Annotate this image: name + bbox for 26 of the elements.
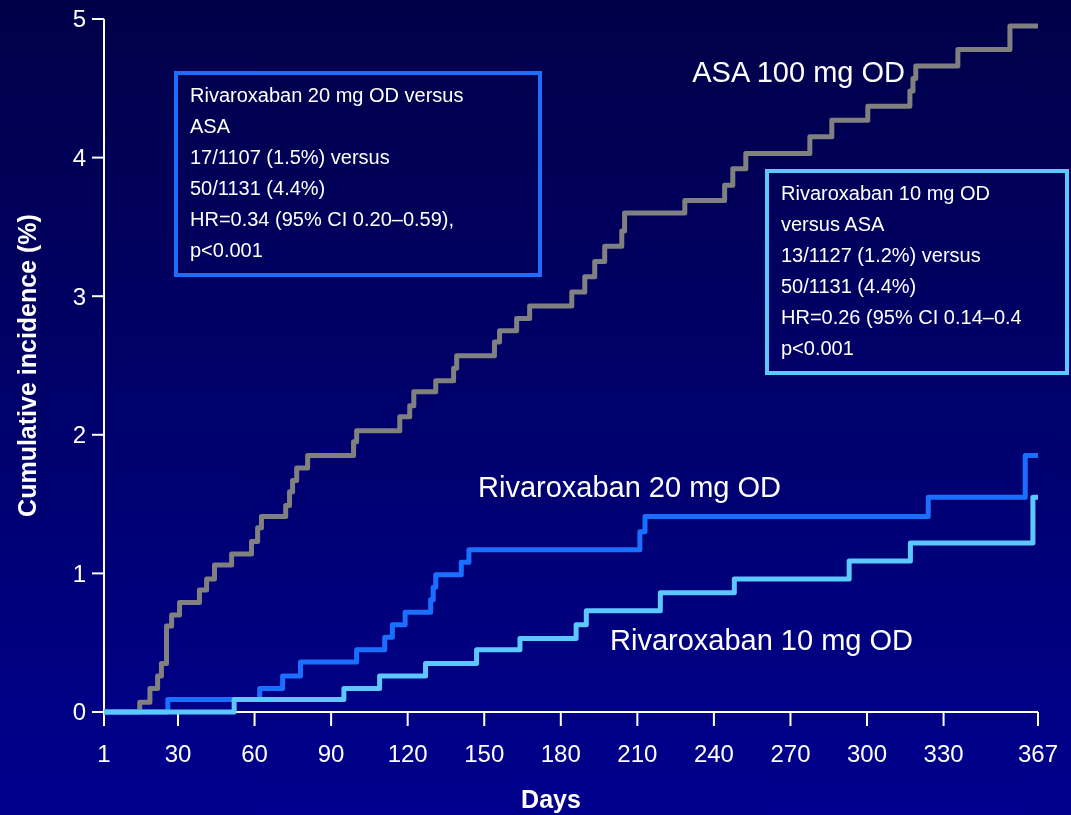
x-tick-label: 330 (923, 740, 964, 767)
x-axis-title: Days (521, 785, 581, 813)
x-tick-label: 300 (847, 740, 888, 767)
y-tick-label: 2 (72, 421, 86, 449)
y-tick-label: 3 (72, 282, 86, 310)
x-tick-label: 150 (464, 740, 505, 767)
x-tick-label: 270 (770, 740, 811, 767)
y-tick-label: 1 (72, 559, 86, 587)
x-tick-label: 1 (97, 740, 111, 767)
x-tick-label: 90 (317, 740, 345, 767)
x-tick-label: 30 (164, 740, 192, 767)
y-tick-label: 5 (72, 5, 86, 33)
x-tick-label: 210 (617, 740, 658, 767)
y-tick-label: 4 (72, 144, 86, 171)
x-tick-label: 180 (540, 740, 581, 767)
series-label: Rivaroxaban 10 mg OD (610, 624, 914, 657)
series-label: Rivaroxaban 20 mg OD (478, 471, 782, 504)
series-label: ASA 100 mg OD (692, 56, 905, 89)
x-tick-label: 120 (387, 740, 428, 767)
x-tick-label: 240 (693, 740, 734, 767)
x-tick-label: 60 (241, 740, 268, 767)
x-tick-label: 367 (1017, 740, 1059, 767)
y-axis-title: Cumulative incidence (%) (13, 214, 41, 517)
annotation: Rivaroxaban 20 mg OD versus ASA 17/1107 (1.5%) versus 50/1131 (4.4%) HR=0.34 (95% CI 0.20–0.59), p<0.001 (190, 84, 464, 261)
y-tick-label: 0 (72, 698, 86, 726)
annotation: Rivaroxaban 10 mg OD versus ASA 13/1127 (1.2%) versus 50/1131 (4.4%) HR=0.26 (95% CI 0.14–0.4 p<0.001 (781, 182, 1022, 359)
